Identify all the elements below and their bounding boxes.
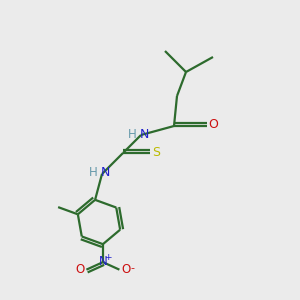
Text: N: N [139, 128, 149, 141]
Text: H: H [128, 128, 137, 141]
Text: S: S [153, 146, 160, 160]
Text: +: + [105, 253, 112, 262]
Text: O: O [209, 118, 218, 131]
Text: O: O [75, 263, 84, 276]
Text: N: N [98, 255, 107, 268]
Text: H: H [89, 166, 98, 179]
Text: N: N [100, 166, 110, 179]
Text: -: - [130, 263, 134, 273]
Text: O: O [122, 263, 130, 276]
